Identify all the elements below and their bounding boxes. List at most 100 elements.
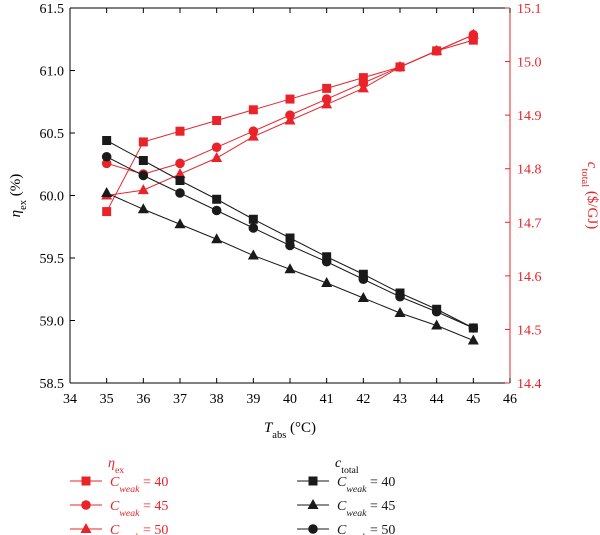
series-point-eta-2	[247, 130, 259, 141]
series-point-cost-5	[358, 274, 369, 285]
series-point-eta-1	[101, 158, 112, 169]
legend-label-cost-2: Cweak = 50	[337, 523, 395, 535]
series-point-cost-5	[138, 170, 149, 181]
series-point-eta-1	[175, 158, 185, 169]
series-point-eta-0	[322, 83, 332, 93]
series-point-cost-3	[175, 176, 185, 185]
y-left-tick-label: 58.5	[40, 377, 65, 392]
series-point-cost-5	[321, 256, 332, 267]
legend-label-eta-0: Cweak = 40	[110, 475, 168, 495]
series-point-cost-4	[394, 307, 406, 317]
y-right-tick-label: 14.6	[517, 270, 542, 285]
y-right-tick-label: 14.5	[517, 323, 542, 338]
series-point-eta-2	[174, 168, 186, 179]
x-tick-label: 45	[466, 392, 480, 407]
x-tick-label: 35	[100, 392, 114, 407]
x-tick-label: 37	[173, 392, 187, 407]
series-point-cost-3	[285, 233, 295, 243]
y-right-tick-label: 15.1	[517, 2, 542, 17]
y-left-tick-label: 61.5	[40, 2, 65, 17]
legend-cost-title: ctotal	[335, 456, 359, 476]
series-point-cost-4	[101, 187, 113, 197]
series-point-eta-2	[357, 82, 369, 93]
series-point-cost-4	[247, 249, 259, 260]
series-point-cost-4	[321, 277, 333, 287]
series-point-cost-4	[284, 263, 296, 274]
legend-label-cost-0: Cweak = 40	[337, 475, 395, 495]
series-point-cost-5	[175, 188, 185, 198]
series-point-eta-2	[467, 28, 479, 39]
legend-marker-cost-1	[307, 499, 319, 509]
series-point-eta-0	[248, 105, 258, 115]
y-left-tick-label: 61.0	[40, 65, 65, 80]
series-point-cost-5	[395, 291, 405, 302]
series-point-cost-4	[211, 233, 223, 244]
series-point-cost-5	[468, 323, 479, 333]
plot-area	[101, 28, 479, 345]
legend-label-eta-1: Cweak = 45	[110, 499, 168, 519]
series-point-cost-5	[211, 205, 222, 216]
series-point-eta-2	[431, 44, 443, 55]
series-point-eta-1	[211, 142, 222, 153]
series-point-cost-3	[212, 194, 222, 204]
x-tick-label: 42	[356, 392, 370, 407]
series-line-eta-1	[106, 34, 474, 175]
y-left-axis-label: ηex (%)	[8, 174, 29, 218]
series-point-cost-3	[248, 214, 258, 224]
legend-marker-cost-0	[308, 476, 318, 486]
series-point-cost-4	[174, 218, 186, 229]
x-tick-label: 41	[320, 392, 334, 407]
x-tick-label: 39	[246, 392, 260, 407]
series-point-cost-4	[431, 319, 443, 330]
series-point-eta-0	[358, 73, 368, 83]
series-point-eta-0	[468, 35, 478, 45]
legend-label-cost-1: Cweak = 45	[337, 499, 395, 519]
y-right-tick-label: 14.7	[517, 216, 542, 231]
x-tick-label: 44	[430, 392, 444, 407]
series-point-cost-3	[138, 156, 148, 165]
x-axis-label: Tabs (°C)	[264, 420, 316, 441]
legend-marker-eta-0	[81, 476, 91, 486]
series-line-eta-0	[106, 39, 474, 212]
y-left-tick-label: 60.5	[40, 127, 65, 142]
series-point-cost-5	[101, 151, 112, 162]
legend-label-eta-2: Cweak = 50	[110, 523, 168, 535]
legend-marker-eta-2	[80, 523, 92, 533]
series-point-eta-0	[212, 116, 222, 125]
series-point-eta-2	[137, 184, 149, 195]
series-point-eta-2	[321, 98, 333, 109]
series-point-cost-5	[285, 240, 295, 251]
x-tick-label: 34	[63, 392, 77, 407]
series-point-eta-2	[211, 152, 223, 162]
series-point-eta-2	[394, 60, 406, 71]
series-point-cost-4	[467, 334, 479, 345]
series-point-cost-3	[358, 269, 368, 279]
x-tick-label: 40	[283, 392, 297, 407]
series-point-cost-4	[137, 203, 149, 214]
legend-marker-eta-1	[81, 500, 91, 510]
series-point-eta-2	[284, 114, 296, 125]
y-right-tick-label: 14.4	[517, 377, 542, 392]
axes: 34 35 36 37 38 39 40 41 42 43 44 45 46 58.5 59.0 59.5 60…	[8, 2, 600, 441]
series-point-cost-3	[102, 136, 112, 145]
x-tick-label: 36	[136, 392, 150, 407]
series-point-cost-3	[322, 252, 332, 262]
series-point-eta-0	[285, 94, 295, 104]
legend-marker-cost-2	[308, 524, 318, 534]
y-right-tick-label: 14.8	[517, 163, 542, 178]
series-point-cost-4	[357, 292, 369, 302]
series-point-cost-5	[431, 306, 442, 317]
x-tick-label: 46	[503, 392, 517, 407]
series-point-eta-0	[138, 137, 148, 147]
y-right-axis-label: ctotal ($/GJ)	[580, 162, 600, 229]
x-tick-label: 38	[210, 392, 224, 407]
y-left-tick-label: 59.0	[40, 315, 65, 330]
y-left-tick-label: 60.0	[40, 190, 65, 205]
series-point-cost-5	[248, 223, 259, 233]
y-left-tick-label: 59.5	[40, 252, 65, 267]
y-right-tick-label: 15.0	[517, 56, 542, 71]
series-point-eta-0	[102, 207, 112, 217]
